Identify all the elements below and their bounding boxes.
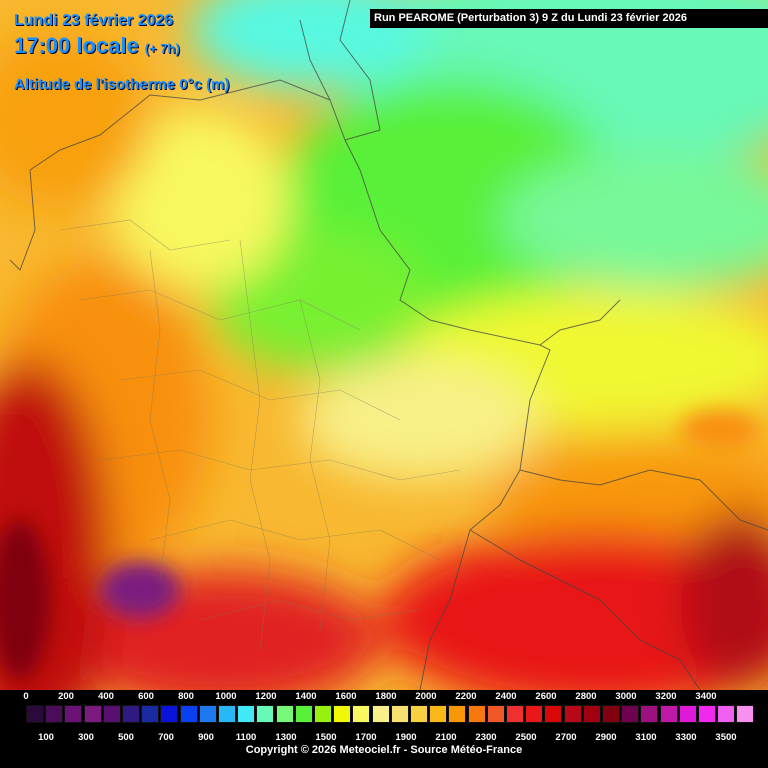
legend-swatch xyxy=(544,705,563,723)
legend-swatch xyxy=(621,705,640,723)
legend-label-bottom: 2300 xyxy=(475,732,497,743)
legend-label-top: 0 xyxy=(23,691,29,702)
legend-label-top: 1600 xyxy=(335,691,357,702)
legend-swatch xyxy=(467,705,486,723)
legend-label-top: 600 xyxy=(138,691,154,702)
legend-swatch xyxy=(448,705,467,723)
legend-swatch xyxy=(659,705,678,723)
legend-swatch xyxy=(333,705,352,723)
legend-label-bottom: 2500 xyxy=(515,732,537,743)
legend-label-top: 1400 xyxy=(295,691,317,702)
legend-swatch xyxy=(314,705,332,723)
legend-swatch xyxy=(736,705,755,723)
legend-label-top: 2400 xyxy=(495,691,517,702)
legend-label-bottom: 1900 xyxy=(395,732,417,743)
legend-swatch xyxy=(640,705,659,723)
parameter-title: Altitude de l'isotherme 0°c (m) xyxy=(14,76,230,93)
legend-label-bottom: 3100 xyxy=(635,732,657,743)
legend-swatch xyxy=(352,705,371,723)
legend-swatch xyxy=(294,705,313,723)
legend-swatch xyxy=(582,705,601,723)
legend-swatch xyxy=(64,705,83,723)
legend-label-top: 3400 xyxy=(695,691,717,702)
department-borders xyxy=(59,219,461,651)
legend-label-top: 1800 xyxy=(375,691,397,702)
legend-swatch xyxy=(218,705,236,723)
legend-swatch xyxy=(390,705,409,723)
legend-swatch xyxy=(141,705,160,723)
legend-swatch xyxy=(486,705,505,723)
color-legend: 0 200 400 600 800 1000 1200 1400 1600 1800 2000 220… xyxy=(0,690,768,768)
legend-label-top: 2200 xyxy=(455,691,477,702)
legend-label-bottom: 2900 xyxy=(595,732,617,743)
copyright: Copyright © 2026 Meteociel.fr - Source M… xyxy=(245,744,523,756)
forecast-time-label: 17:00 locale xyxy=(14,33,139,58)
legend-label-top: 200 xyxy=(58,691,74,702)
forecast-offset: (+ 7h) xyxy=(144,41,180,56)
legend-label-top: 1200 xyxy=(255,691,277,702)
legend-label-top: 2600 xyxy=(535,691,557,702)
legend-swatch xyxy=(179,705,198,723)
legend-label-top: 800 xyxy=(178,691,194,702)
legend-swatch xyxy=(237,705,256,723)
legend-swatch xyxy=(525,705,544,723)
legend-swatch xyxy=(83,705,102,723)
run-info: Run PEAROME (Perturbation 3) 9 Z du Lund… xyxy=(370,9,768,28)
legend-swatch xyxy=(256,705,275,723)
legend-swatch xyxy=(678,705,697,723)
legend-swatch xyxy=(45,705,64,723)
legend-swatch xyxy=(122,705,140,723)
legend-label-bottom: 1300 xyxy=(275,732,297,743)
legend-swatch xyxy=(563,705,582,723)
legend-swatch xyxy=(275,705,294,723)
legend-swatch xyxy=(506,705,524,723)
legend-swatch xyxy=(410,705,428,723)
legend-label-bottom: 2100 xyxy=(435,732,457,743)
legend-label-top: 2000 xyxy=(415,691,437,702)
legend-label-bottom: 300 xyxy=(78,732,94,743)
legend-swatch xyxy=(429,705,448,723)
legend-label-top: 400 xyxy=(98,691,114,702)
legend-swatch xyxy=(198,705,217,723)
legend-label-bottom: 3500 xyxy=(715,732,737,743)
legend-label-bottom: 1700 xyxy=(355,732,377,743)
legend-label-bottom: 700 xyxy=(158,732,174,743)
country-borders xyxy=(9,0,768,691)
legend-label-top: 3200 xyxy=(655,691,677,702)
legend-swatch xyxy=(717,705,736,723)
legend-label-top: 3000 xyxy=(615,691,637,702)
forecast-time: 17:00 locale (+ 7h) xyxy=(14,33,180,59)
legend-swatch xyxy=(26,705,44,723)
legend-label-bottom: 2700 xyxy=(555,732,577,743)
legend-swatch xyxy=(102,705,121,723)
legend-label-bottom: 3300 xyxy=(675,732,697,743)
legend-label-top: 2800 xyxy=(575,691,597,702)
legend-label-bottom: 500 xyxy=(118,732,134,743)
legend-swatch xyxy=(602,705,620,723)
legend-label-bottom: 1500 xyxy=(315,732,337,743)
legend-swatch xyxy=(160,705,179,723)
legend-swatch xyxy=(698,705,716,723)
legend-label-bottom: 100 xyxy=(38,732,54,743)
legend-label-top: 1000 xyxy=(215,691,237,702)
legend-swatch xyxy=(371,705,390,723)
legend-label-bottom: 1100 xyxy=(235,732,257,743)
legend-label-bottom: 900 xyxy=(198,732,214,743)
forecast-date: Lundi 23 février 2026 xyxy=(14,12,174,29)
